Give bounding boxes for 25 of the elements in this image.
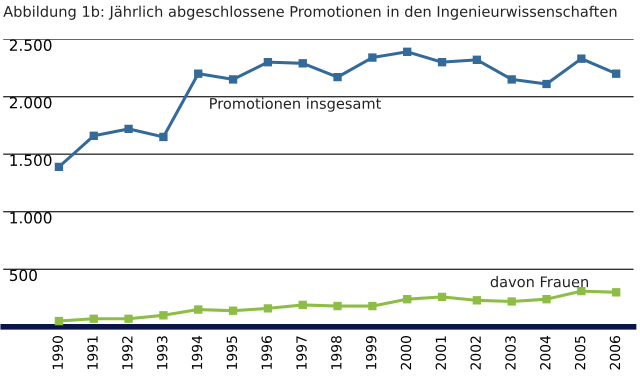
y-tick-label: 500 [10, 270, 37, 282]
x-tick-label: 2005 [574, 336, 586, 370]
x-tick-label: 1992 [122, 336, 133, 369]
x-tick-label: 1997 [296, 336, 307, 369]
x-tick-label: 2004 [540, 336, 551, 370]
y-tick-label: 2.500 [10, 39, 52, 51]
chart-title: Abbildung 1b: Jährlich abgeschlossene Promotionen in den Ingenieurwissenschaften [3, 6, 616, 20]
series-label: davon Frauen [490, 276, 588, 288]
x-tick-label: 1990 [52, 336, 63, 369]
x-tick-label: 2003 [505, 336, 516, 370]
x-tick-label: 1993 [156, 336, 168, 369]
y-tick-label: 1.500 [10, 154, 52, 166]
x-tick-label: 2002 [470, 336, 481, 370]
x-tick-label: 1996 [261, 336, 272, 369]
series-label: Promotionen insgesamt [210, 98, 381, 112]
x-tick-label: 2000 [400, 336, 412, 370]
x-tick-label: 1991 [87, 336, 98, 369]
x-tick-label: 2001 [436, 336, 446, 370]
y-tick-label: 2.000 [10, 96, 52, 108]
x-tick-label: 1998 [331, 336, 342, 369]
x-tick-label: 1999 [366, 336, 376, 369]
x-tick-label: 1995 [226, 336, 238, 369]
y-tick-label: 1.000 [10, 212, 52, 224]
x-tick-label: 1994 [192, 336, 202, 369]
x-tick-label: 2006 [610, 336, 620, 370]
